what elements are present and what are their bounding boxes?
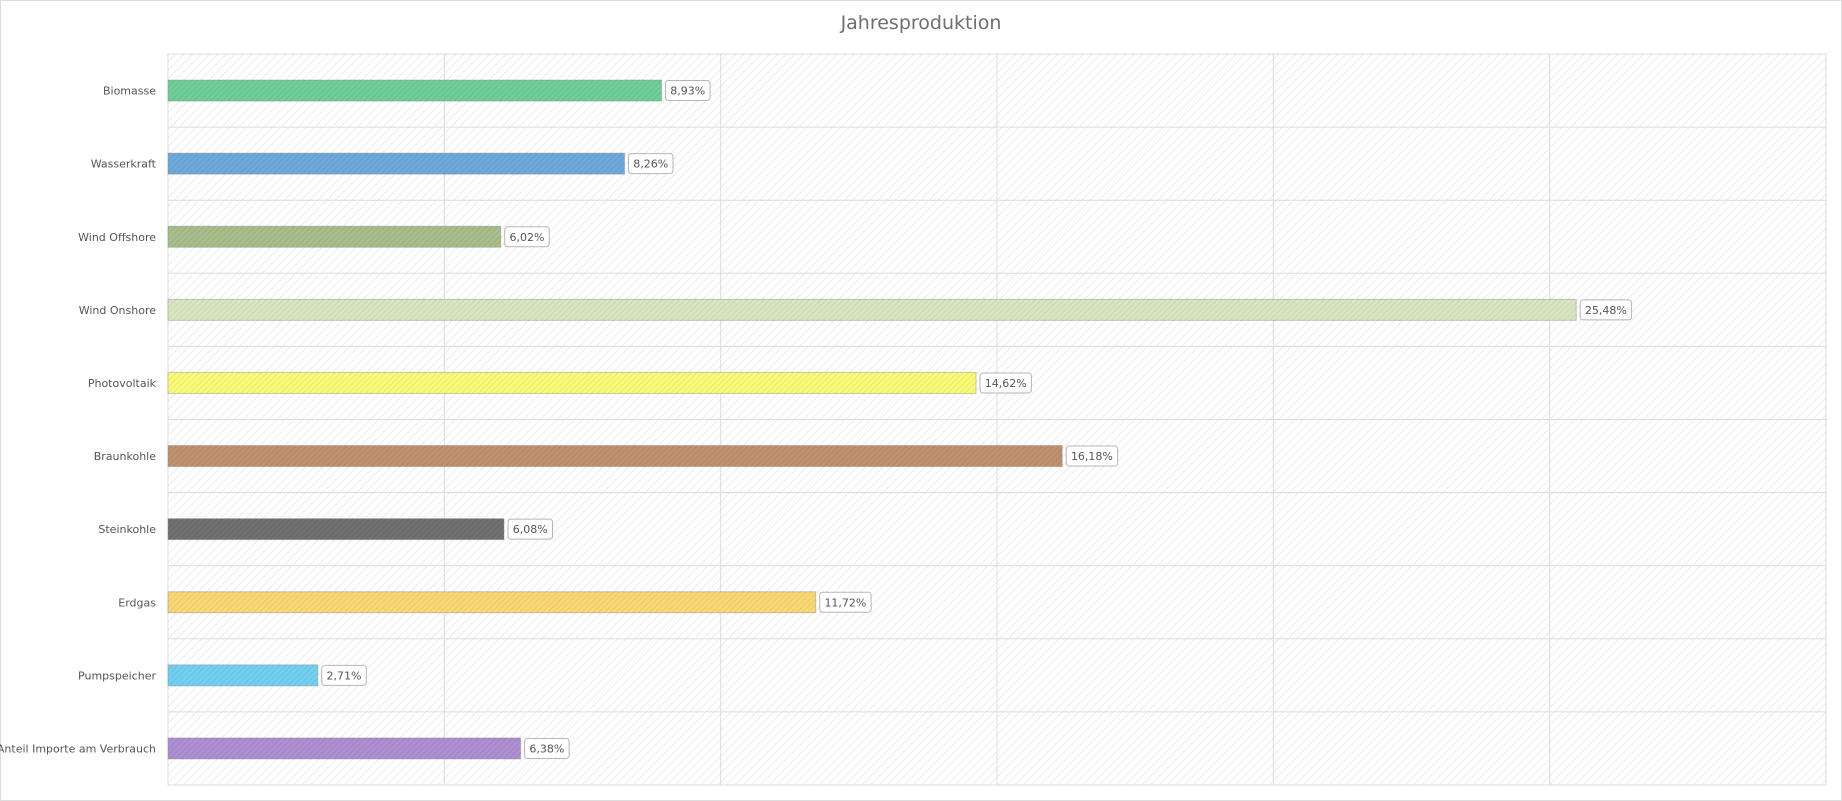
grid [167, 53, 1827, 786]
category-label: Anteil Importe am Verbrauch [0, 742, 156, 755]
category-label: Pumpspeicher [78, 669, 156, 682]
data-label-box [1065, 445, 1119, 467]
data-label-box [321, 664, 367, 686]
data-label-text: 8,26% [633, 158, 668, 171]
chart-title: Jahresproduktion [840, 12, 1002, 34]
category-label: Biomasse [103, 85, 156, 98]
bar-texture [168, 372, 976, 394]
bar[interactable] [167, 664, 319, 687]
bar-texture [168, 737, 521, 759]
data-label-box [1579, 299, 1633, 321]
data-label: 14,62% [979, 372, 1032, 394]
data-label: 16,18% [1065, 445, 1119, 467]
bar-texture [168, 445, 1063, 467]
category-label: Wasserkraft [91, 158, 157, 171]
bars [167, 79, 1577, 760]
data-label: 8,93% [665, 80, 711, 102]
data-label: 8,26% [628, 153, 674, 175]
data-label: 2,71% [321, 664, 367, 686]
data-label-box [507, 518, 554, 540]
data-label-text: 14,62% [985, 377, 1027, 390]
data-label-box [628, 153, 674, 175]
bar[interactable] [167, 371, 977, 394]
data-label-text: 11,72% [824, 596, 866, 609]
category-label: Braunkohle [94, 450, 156, 463]
data-label-text: 6,38% [529, 742, 564, 755]
data-label-box [979, 372, 1032, 394]
bar-texture [168, 664, 318, 686]
bar[interactable] [167, 518, 505, 541]
category-label: Erdgas [118, 596, 156, 609]
bar-texture [168, 299, 1577, 321]
value-labels: 8,93% 8,26% 6,02% 25,48% 14,62% 16,18% 6,08% 11… [321, 80, 1633, 759]
data-label-text: 16,18% [1071, 450, 1113, 463]
bar-texture [168, 226, 501, 248]
data-label: 6,08% [507, 518, 554, 540]
category-label: Wind Onshore [79, 304, 156, 317]
category-labels: Biomasse Wasserkraft Wind Offshore Wind Ons… [0, 85, 157, 756]
bar[interactable] [167, 445, 1063, 468]
data-label: 6,02% [504, 226, 550, 248]
bar[interactable] [167, 79, 663, 102]
category-label: Photovoltaik [88, 377, 157, 390]
data-label: 25,48% [1579, 299, 1633, 321]
data-label: 6,38% [524, 737, 570, 759]
data-label-box [504, 226, 550, 248]
category-label: Steinkohle [98, 523, 156, 536]
bar[interactable] [167, 737, 522, 760]
data-label-text: 6,02% [509, 231, 544, 244]
data-label-text: 8,93% [670, 85, 705, 98]
data-label-box [524, 737, 570, 759]
data-label-text: 6,08% [513, 523, 548, 536]
bar[interactable] [167, 225, 502, 248]
bar-texture [168, 591, 816, 613]
bar[interactable] [167, 591, 817, 614]
data-label-text: 2,71% [327, 669, 362, 682]
category-label: Wind Offshore [78, 231, 156, 244]
bar-texture [168, 518, 505, 540]
data-label-text: 25,48% [1585, 304, 1627, 317]
data-label-box [665, 80, 711, 102]
data-label: 11,72% [819, 591, 872, 613]
bar[interactable] [167, 298, 1577, 321]
bar-texture [168, 80, 662, 102]
bar[interactable] [167, 152, 626, 175]
bar-texture [168, 153, 625, 175]
data-label-box [819, 591, 872, 613]
